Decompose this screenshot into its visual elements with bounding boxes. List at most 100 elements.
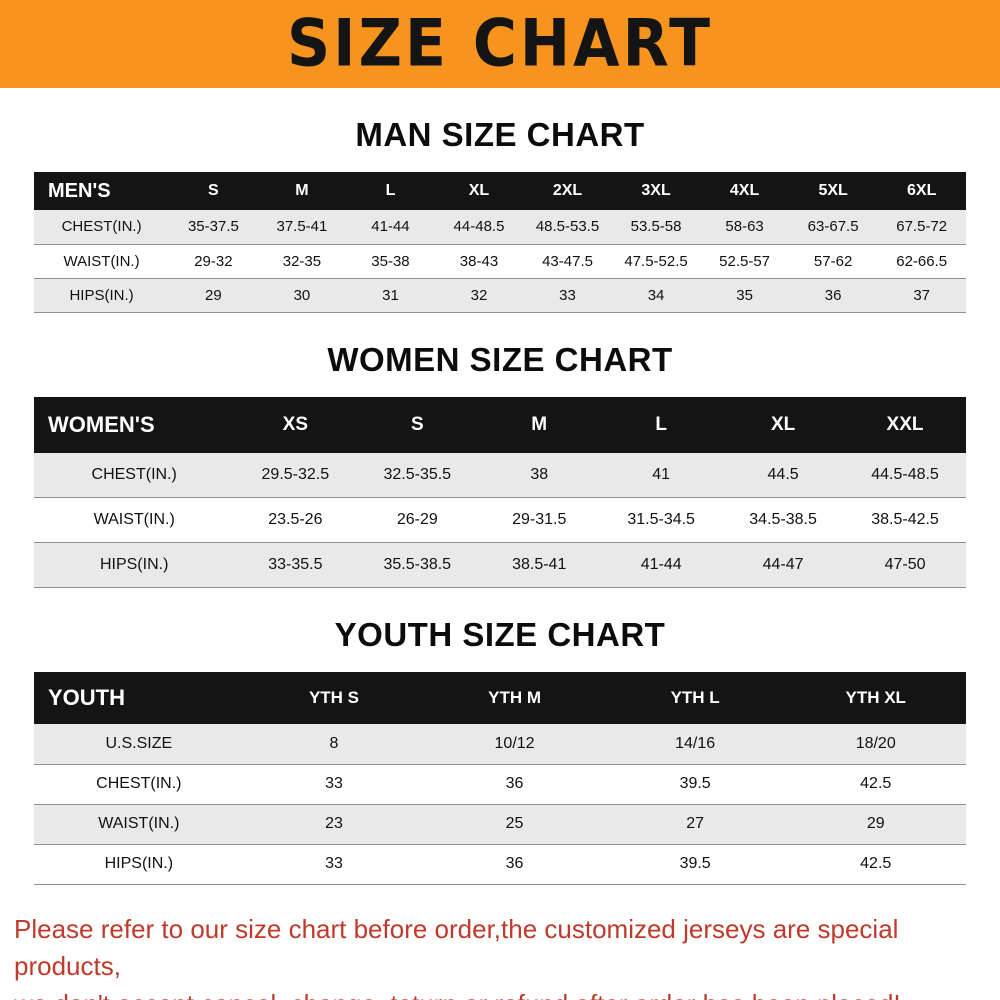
table-cell: 38-43 <box>459 252 499 270</box>
table-cell: 23 <box>325 815 343 832</box>
table-cell: 35 <box>736 286 753 304</box>
table-cell: 32 <box>470 286 488 304</box>
youth-section-title: YOUTH SIZE CHART <box>334 616 666 653</box>
column-header: 2XL <box>552 182 583 199</box>
row-label: CHEST(IN.) <box>61 218 142 236</box>
table-cell: 33 <box>559 286 576 304</box>
table-cell: 35-38 <box>371 252 410 270</box>
table-row: WAIST(IN.) 23 25 27 29 <box>34 804 966 844</box>
table-corner-label: WOMEN'S <box>48 411 155 437</box>
table-cell: 53.5-58 <box>630 218 682 236</box>
table-cell: 36 <box>505 855 524 872</box>
column-header: L <box>385 182 396 199</box>
column-header: YTH S <box>308 688 359 707</box>
table-cell: 33 <box>325 775 343 792</box>
table-cell: 34.5-38.5 <box>749 511 817 528</box>
table-header-row: MEN'S S M L XL 2XL 3XL 4XL 5XL 6XL <box>34 172 966 210</box>
table-cell: 42.5 <box>860 775 892 792</box>
women-section-title: WOMEN SIZE CHART <box>327 340 673 378</box>
table-cell: 29-32 <box>194 252 233 270</box>
column-header: M <box>295 182 309 199</box>
footer-line-1: Please refer to our size chart before or… <box>14 913 899 982</box>
table-cell: 34 <box>647 286 665 304</box>
column-header: S <box>410 413 424 435</box>
table-row: CHEST(IN.) 29.5-32.5 32.5-35.5 38 41 44.5 44.5… <box>34 452 966 498</box>
table-cell: 37.5-41 <box>276 218 328 236</box>
row-label: CHEST(IN.) <box>96 775 182 792</box>
column-header: XS <box>282 413 309 435</box>
table-cell: 36 <box>824 286 842 304</box>
row-label: HIPS(IN.) <box>104 855 174 872</box>
table-cell: 36 <box>505 775 524 792</box>
column-header: 3XL <box>641 182 671 199</box>
column-header: S <box>208 182 219 199</box>
table-cell: 32.5-35.5 <box>383 465 452 483</box>
men-section-title: MAN SIZE CHART <box>355 116 645 153</box>
column-header: XXL <box>886 413 924 435</box>
row-label: WAIST(IN.) <box>93 511 175 528</box>
table-cell: 39.5 <box>679 855 711 872</box>
table-corner-label: YOUTH <box>48 685 125 710</box>
table-cell: 31 <box>382 286 399 304</box>
table-cell: 38 <box>530 465 549 483</box>
table-corner-label: MEN'S <box>48 179 111 202</box>
row-label: U.S.SIZE <box>105 734 173 752</box>
table-cell: 29.5-32.5 <box>261 465 330 483</box>
table-row: HIPS(IN.) 33 36 39.5 42.5 <box>34 844 966 884</box>
table-cell: 44.5-48.5 <box>871 465 939 483</box>
table-cell: 44-47 <box>762 556 804 573</box>
table-cell: 38.5-41 <box>512 556 567 573</box>
youth-size-table: YOUTH YTH S YTH M YTH L YTH XL U.S.SIZE 8 10/12… <box>34 672 966 885</box>
column-header: L <box>655 413 667 435</box>
table-cell: 10/12 <box>494 734 535 752</box>
table-cell: 35-37.5 <box>187 218 239 236</box>
column-header: YTH XL <box>845 688 906 707</box>
table-cell: 44.5 <box>767 465 799 483</box>
column-header: YTH M <box>488 688 541 707</box>
table-cell: 67.5-72 <box>896 218 948 236</box>
table-cell: 47-50 <box>884 556 926 573</box>
table-cell: 58-63 <box>725 218 764 236</box>
column-header: 4XL <box>729 182 760 199</box>
table-cell: 25 <box>505 815 524 832</box>
footer-line-2: we don't accept cancel, change, teturn o… <box>14 986 1000 1000</box>
table-cell: 47.5-52.5 <box>624 252 688 270</box>
table-cell: 63-67.5 <box>807 218 859 236</box>
banner: SIZE CHART <box>0 0 1000 88</box>
column-header: 6XL <box>907 182 937 199</box>
row-label: HIPS(IN.) <box>69 286 134 304</box>
table-cell: 26-29 <box>396 511 438 528</box>
table-cell: 41-44 <box>640 556 682 573</box>
row-label: WAIST(IN.) <box>63 252 140 270</box>
table-cell: 48.5-53.5 <box>535 218 600 236</box>
table-cell: 29 <box>866 815 885 832</box>
table-cell: 35.5-38.5 <box>383 556 452 573</box>
table-cell: 31.5-34.5 <box>627 511 695 528</box>
table-cell: 37 <box>913 286 931 304</box>
column-header: M <box>531 413 548 435</box>
table-cell: 30 <box>293 286 311 304</box>
table-cell: 52.5-57 <box>719 252 771 270</box>
table-cell: 8 <box>329 734 339 752</box>
column-header: XL <box>468 182 490 199</box>
row-label: CHEST(IN.) <box>91 465 177 483</box>
table-cell: 62-66.5 <box>896 252 948 270</box>
column-header: YTH L <box>670 688 720 707</box>
men-size-table: MEN'S S M L XL 2XL 3XL 4XL 5XL 6XL CHEST(IN.) 35-37… <box>34 172 966 313</box>
table-cell: 39.5 <box>679 775 711 792</box>
table-cell: 33-35.5 <box>268 556 323 573</box>
table-cell: 29-31.5 <box>512 511 567 528</box>
table-cell: 29 <box>205 286 222 304</box>
table-cell: 33 <box>325 855 343 872</box>
table-cell: 57-62 <box>813 252 853 270</box>
table-row: HIPS(IN.) 29 30 31 32 33 34 35 36 37 <box>34 278 966 312</box>
table-row: U.S.SIZE 8 10/12 14/16 18/20 <box>34 724 966 764</box>
column-header: 5XL <box>818 182 848 199</box>
table-cell: 43-47.5 <box>542 252 593 270</box>
table-cell: 41-44 <box>371 218 410 236</box>
table-cell: 42.5 <box>860 855 892 872</box>
table-row: WAIST(IN.) 23.5-26 26-29 29-31.5 31.5-34.5 34… <box>34 497 966 543</box>
table-cell: 41 <box>652 465 671 483</box>
table-row: CHEST(IN.) 35-37.5 37.5-41 41-44 44-48.5 48.5… <box>34 210 966 244</box>
